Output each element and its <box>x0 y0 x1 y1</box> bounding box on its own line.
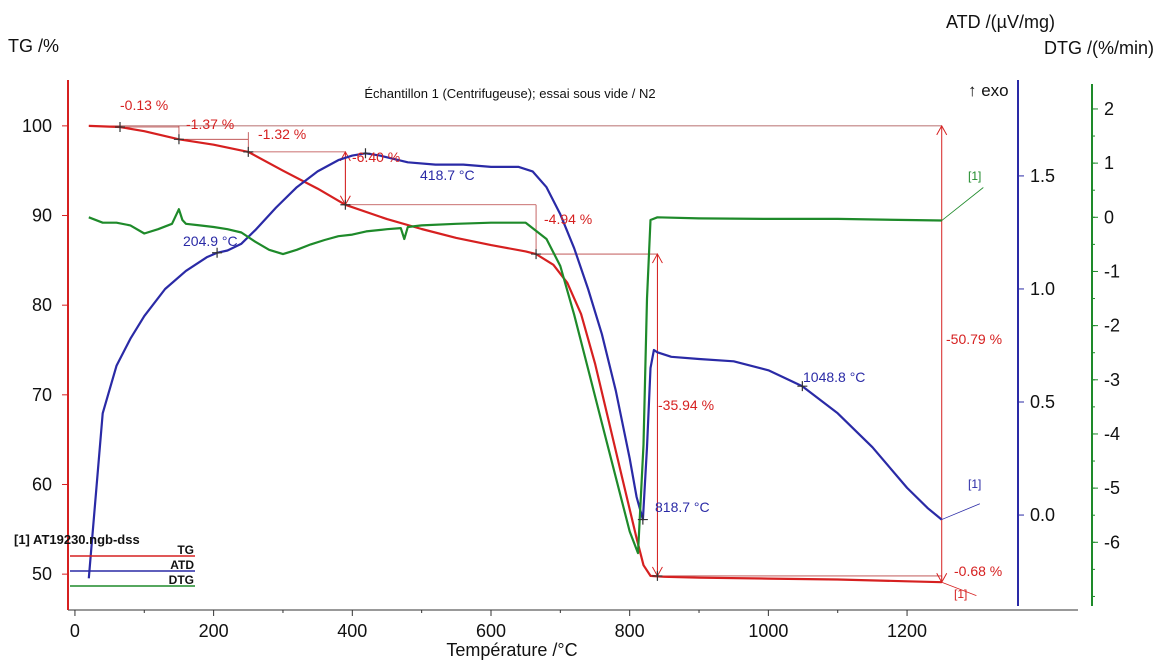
dtg-end-leader <box>941 187 984 221</box>
atd-peak-label: 204.9 °C <box>183 233 238 249</box>
dtg-tick-label: -1 <box>1104 261 1120 281</box>
series-line-dtg <box>88 208 942 555</box>
tg-end-leader <box>941 581 977 597</box>
legend-entry-label: TG <box>177 543 194 557</box>
tg-end-marker: [1] <box>954 587 967 601</box>
tg-tick-label: 90 <box>32 206 52 226</box>
series-line-atd <box>87 152 943 579</box>
tg-axis-title: TG /% <box>8 36 59 56</box>
mass-step-label: -1.32 % <box>258 126 306 142</box>
atd-peak-marker <box>637 514 648 525</box>
tg-tick-label: 60 <box>32 474 52 494</box>
mass-step-label: -35.94 % <box>658 397 714 413</box>
tg-tick-label: 70 <box>32 385 52 405</box>
tg-step-marker <box>115 122 126 133</box>
legend-entry-label: DTG <box>169 573 194 587</box>
x-tick-label: 0 <box>70 621 80 641</box>
tg-step-marker <box>652 570 663 581</box>
arrow-35-94-head-top <box>651 253 663 264</box>
mass-step-label: -1.37 % <box>186 116 234 132</box>
atd-end-leader <box>941 503 981 520</box>
legend-entry-label: ATD <box>170 558 194 572</box>
atd-peak-label: 818.7 °C <box>655 499 710 515</box>
dtg-tick-label: 0 <box>1104 207 1114 227</box>
mass-step-label: -0.68 % <box>954 563 1002 579</box>
tg-tick-label: 80 <box>32 295 52 315</box>
dtg-tick-label: -3 <box>1104 370 1120 390</box>
atd-tick-label: 1.5 <box>1030 166 1055 186</box>
x-tick-label: 1200 <box>887 621 927 641</box>
atd-end-marker: [1] <box>968 477 981 491</box>
x-tick-label: 600 <box>476 621 506 641</box>
tg-step-marker <box>531 249 542 260</box>
x-tick-label: 1000 <box>748 621 788 641</box>
mass-step-label: -4.94 % <box>544 211 592 227</box>
atd-tick-label: 0.5 <box>1030 392 1055 412</box>
atd-peak-label: 418.7 °C <box>420 167 475 183</box>
x-tick-label: 200 <box>199 621 229 641</box>
tg-step-marker <box>340 199 351 210</box>
mass-step-label: -6.40 % <box>352 149 400 165</box>
dtg-tick-label: 1 <box>1104 153 1114 173</box>
dtg-tick-label: -2 <box>1104 316 1120 336</box>
tg-step-marker <box>173 134 184 145</box>
dtg-end-marker: [1] <box>968 169 981 183</box>
atd-peak-marker <box>212 247 223 258</box>
x-axis-title: Température /°C <box>446 640 577 660</box>
atd-peak-marker <box>360 148 371 159</box>
tg-tick-label: 50 <box>32 564 52 584</box>
legend-file-label: [1] AT19230.ngb-dss <box>14 532 140 547</box>
series-line-tg <box>88 124 942 584</box>
dtg-tick-label: 2 <box>1104 99 1114 119</box>
dtg-axis-title: DTG /(%/min) <box>1044 38 1154 58</box>
atd-peak-label: 1048.8 °C <box>803 369 865 385</box>
mass-step-label: -0.13 % <box>120 97 168 113</box>
x-tick-label: 400 <box>337 621 367 641</box>
tg-step-marker <box>243 146 254 157</box>
tg-tick-label: 100 <box>22 116 52 136</box>
arrow-50-79-head-top <box>936 124 948 136</box>
atd-peak-marker <box>797 381 808 392</box>
dtg-tick-label: -5 <box>1104 478 1120 498</box>
dtg-tick-label: -4 <box>1104 424 1120 444</box>
exo-label: ↑ exo <box>968 81 1009 100</box>
x-tick-label: 800 <box>615 621 645 641</box>
atd-tick-label: 0.0 <box>1030 505 1055 525</box>
chart-title: Échantillon 1 (Centrifugeuse); essai sou… <box>364 86 655 101</box>
atd-tick-label: 1.0 <box>1030 279 1055 299</box>
dtg-tick-label: -6 <box>1104 532 1120 552</box>
atd-axis-title: ATD /(µV/mg) <box>946 12 1055 32</box>
mass-step-label: -50.79 % <box>946 331 1002 347</box>
